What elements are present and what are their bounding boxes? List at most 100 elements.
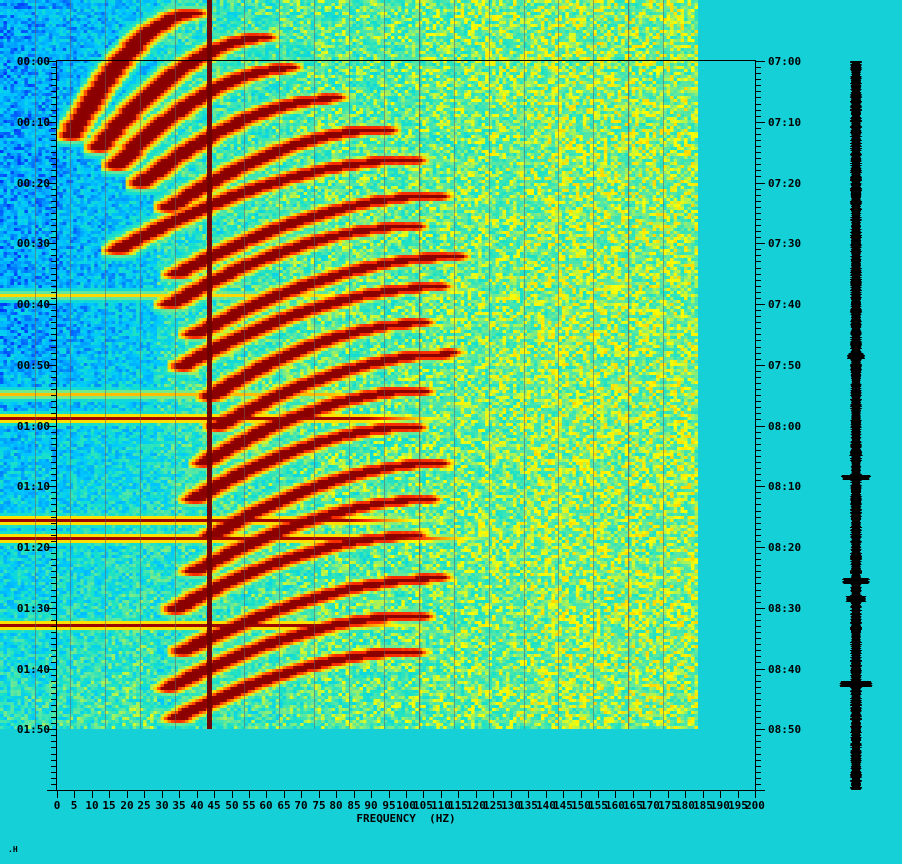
time-tick-left: [51, 359, 57, 360]
time-tick-left: [51, 492, 57, 493]
time-tick-left: [51, 675, 57, 676]
time-tick-right: [755, 183, 765, 184]
time-label-left: 00:40: [16, 298, 50, 311]
time-tick-right: [755, 122, 765, 123]
time-tick-left: [51, 371, 57, 372]
frequency-tick: [458, 790, 459, 798]
frequency-tick: [598, 790, 599, 798]
time-tick-left: [51, 237, 57, 238]
time-tick-right: [755, 644, 761, 645]
time-tick-left: [51, 711, 57, 712]
time-label-right: 07:40: [768, 298, 802, 311]
time-tick-left: [51, 693, 57, 694]
frequency-label: 90: [364, 799, 378, 812]
frequency-tick: [581, 790, 582, 798]
time-tick-left: [51, 553, 57, 554]
frequency-tick: [685, 790, 686, 798]
time-tick-right: [755, 760, 761, 761]
frequency-tick: [232, 790, 233, 798]
time-label-right: 08:50: [768, 723, 802, 736]
time-tick-right: [755, 116, 761, 117]
time-tick-right: [755, 523, 761, 524]
time-tick-right: [755, 747, 761, 748]
time-tick-left: [51, 723, 57, 724]
time-tick-right: [755, 772, 761, 773]
frequency-label: 150: [571, 799, 591, 812]
time-tick-right: [755, 790, 765, 791]
time-tick-left: [51, 498, 57, 499]
time-tick-right: [755, 687, 761, 688]
seismogram-strip: [820, 61, 890, 790]
time-tick-left: [51, 772, 57, 773]
frequency-label: 30: [155, 799, 169, 812]
time-tick-left: [51, 128, 57, 129]
time-label-right: 07:50: [768, 359, 802, 372]
frequency-tick: [301, 790, 302, 798]
time-tick-left: [51, 322, 57, 323]
frequency-label: 135: [518, 799, 538, 812]
frequency-label: 120: [466, 799, 486, 812]
time-tick-left: [47, 243, 57, 244]
time-tick-right: [755, 784, 761, 785]
time-tick-right: [755, 310, 761, 311]
frequency-tick: [615, 790, 616, 798]
time-label-right: 07:30: [768, 237, 802, 250]
time-tick-left: [51, 638, 57, 639]
time-tick-right: [755, 401, 761, 402]
time-tick-left: [51, 353, 57, 354]
frequency-tick: [406, 790, 407, 798]
time-tick-left: [51, 377, 57, 378]
frequency-label: 100: [396, 799, 416, 812]
time-tick-left: [51, 231, 57, 232]
time-label-left: 01:30: [16, 602, 50, 615]
frequency-label: 170: [640, 799, 660, 812]
time-tick-right: [755, 559, 761, 560]
time-tick-left: [47, 486, 57, 487]
frequency-label: 195: [728, 799, 748, 812]
time-tick-right: [755, 261, 761, 262]
time-tick-right: [755, 189, 761, 190]
time-tick-left: [51, 590, 57, 591]
time-tick-right: [755, 280, 761, 281]
frequency-label: 200: [745, 799, 765, 812]
frequency-label: 10: [85, 799, 99, 812]
frequency-tick: [738, 790, 739, 798]
time-tick-right: [755, 164, 761, 165]
time-tick-left: [51, 681, 57, 682]
time-tick-left: [51, 261, 57, 262]
frequency-label: 0: [53, 799, 61, 812]
frequency-tick: [720, 790, 721, 798]
time-tick-left: [51, 687, 57, 688]
time-tick-left: [51, 407, 57, 408]
time-tick-right: [755, 243, 765, 244]
time-tick-right: [755, 565, 761, 566]
time-tick-right: [755, 462, 761, 463]
time-tick-right: [755, 529, 761, 530]
frequency-tick: [354, 790, 355, 798]
time-tick-left: [51, 292, 57, 293]
frequency-tick: [476, 790, 477, 798]
time-tick-right: [755, 413, 761, 414]
time-tick-left: [51, 97, 57, 98]
time-tick-right: [755, 128, 761, 129]
time-tick-left: [51, 523, 57, 524]
frequency-tick: [389, 790, 390, 798]
time-tick-right: [755, 474, 761, 475]
time-tick-right: [755, 517, 761, 518]
time-tick-left: [51, 401, 57, 402]
frequency-label: 160: [605, 799, 625, 812]
time-label-left: 00:50: [16, 359, 50, 372]
time-tick-right: [755, 383, 761, 384]
frequency-tick: [179, 790, 180, 798]
frequency-label: 85: [347, 799, 361, 812]
time-tick-right: [755, 304, 765, 305]
time-tick-right: [755, 662, 761, 663]
time-tick-left: [51, 213, 57, 214]
time-tick-left: [51, 140, 57, 141]
frequency-tick: [214, 790, 215, 798]
time-tick-right: [755, 158, 761, 159]
time-tick-left: [51, 280, 57, 281]
frequency-label: 25: [137, 799, 151, 812]
